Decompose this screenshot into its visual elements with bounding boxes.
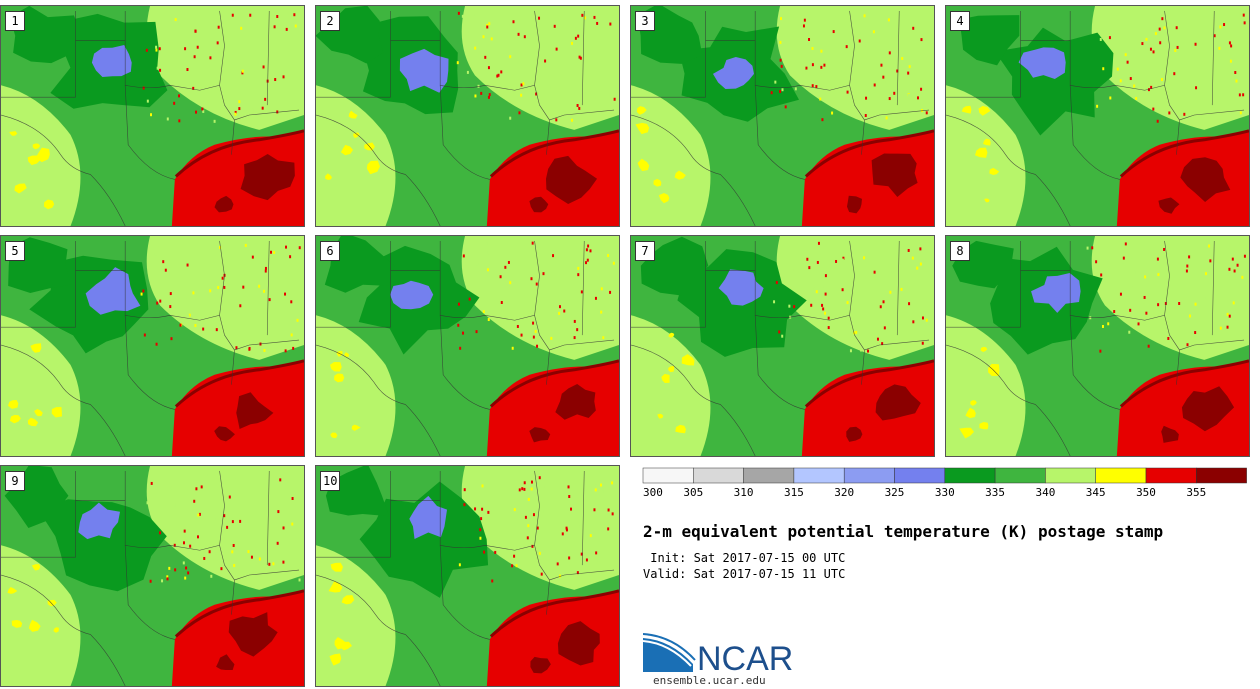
member-map-10 [316, 466, 619, 686]
member-map-3 [631, 6, 934, 226]
logo-text: NCAR [697, 640, 793, 676]
colorbar-tick-label: 305 [683, 486, 703, 499]
colorbar-swatch [642, 467, 694, 484]
colorbar-tick-label: 320 [834, 486, 854, 499]
member-map-4 [946, 6, 1249, 226]
member-panel-7[interactable]: 7 [630, 235, 935, 457]
member-label: 7 [635, 241, 655, 261]
colorbar-tick-label: 350 [1136, 486, 1156, 499]
member-map-8 [946, 236, 1249, 456]
colorbar-swatch [1145, 467, 1197, 484]
colorbar-swatch [843, 467, 895, 484]
colorbar-tick-label: 355 [1186, 486, 1206, 499]
member-map-6 [316, 236, 619, 456]
member-panel-3[interactable]: 3 [630, 5, 935, 227]
colorbar-swatch [944, 467, 996, 484]
member-panel-6[interactable]: 6 [315, 235, 620, 457]
member-map-7 [631, 236, 934, 456]
colorbar-tick-label: 300 [643, 486, 663, 499]
init-time: Init: Sat 2017-07-15 00 UTC [643, 551, 846, 565]
member-map-5 [1, 236, 304, 456]
valid-time: Valid: Sat 2017-07-15 11 UTC [643, 567, 846, 581]
colorbar-swatch [1095, 467, 1147, 484]
colorbar-swatch [1045, 467, 1096, 484]
member-label: 3 [635, 11, 655, 31]
site-url: ensemble.ucar.edu [653, 674, 766, 687]
colorbar-tick-label: 310 [734, 486, 754, 499]
ncar-logo: NCAR [642, 630, 803, 678]
colorbar-tick-label: 330 [935, 486, 955, 499]
member-label: 4 [950, 11, 970, 31]
colorbar-swatch [743, 467, 795, 484]
colorbar-swatch [693, 467, 744, 484]
colorbar-tick-label: 335 [985, 486, 1005, 499]
member-label: 2 [320, 11, 340, 31]
colorbar-tick-label: 340 [1035, 486, 1055, 499]
member-panel-1[interactable]: 1 [0, 5, 305, 227]
colorbar-graphic: 300 305 310 315 320 325 330 335 340 345 350 355 [642, 467, 1247, 499]
member-label: 6 [320, 241, 340, 261]
colorbar-swatch [793, 467, 845, 484]
member-panel-10[interactable]: 10 [315, 465, 620, 687]
colorbar-tick-label: 325 [885, 486, 905, 499]
colorbar-tick-label: 345 [1086, 486, 1106, 499]
figure-title: 2-m equivalent potential temperature (K)… [643, 522, 1164, 541]
member-panel-9[interactable]: 9 [0, 465, 305, 687]
colorbar-swatch [1196, 467, 1247, 484]
member-label: 10 [320, 471, 341, 491]
member-label: 1 [5, 11, 25, 31]
member-panel-8[interactable]: 8 [945, 235, 1250, 457]
member-label: 5 [5, 241, 25, 261]
colorbar-swatch [894, 467, 946, 484]
colorbar-tick-label: 315 [784, 486, 804, 499]
member-label: 8 [950, 241, 970, 261]
member-panel-4[interactable]: 4 [945, 5, 1250, 227]
member-map-9 [1, 466, 304, 686]
member-panel-2[interactable]: 2 [315, 5, 620, 227]
member-label: 9 [5, 471, 25, 491]
member-map-1 [1, 6, 304, 226]
colorbar-swatch [994, 467, 1046, 484]
member-panel-5[interactable]: 5 [0, 235, 305, 457]
ncar-logo-icon: NCAR [642, 633, 793, 678]
member-map-2 [316, 6, 619, 226]
colorbar-legend: 300 305 310 315 320 325 330 335 340 345 350 355 [642, 467, 1248, 505]
